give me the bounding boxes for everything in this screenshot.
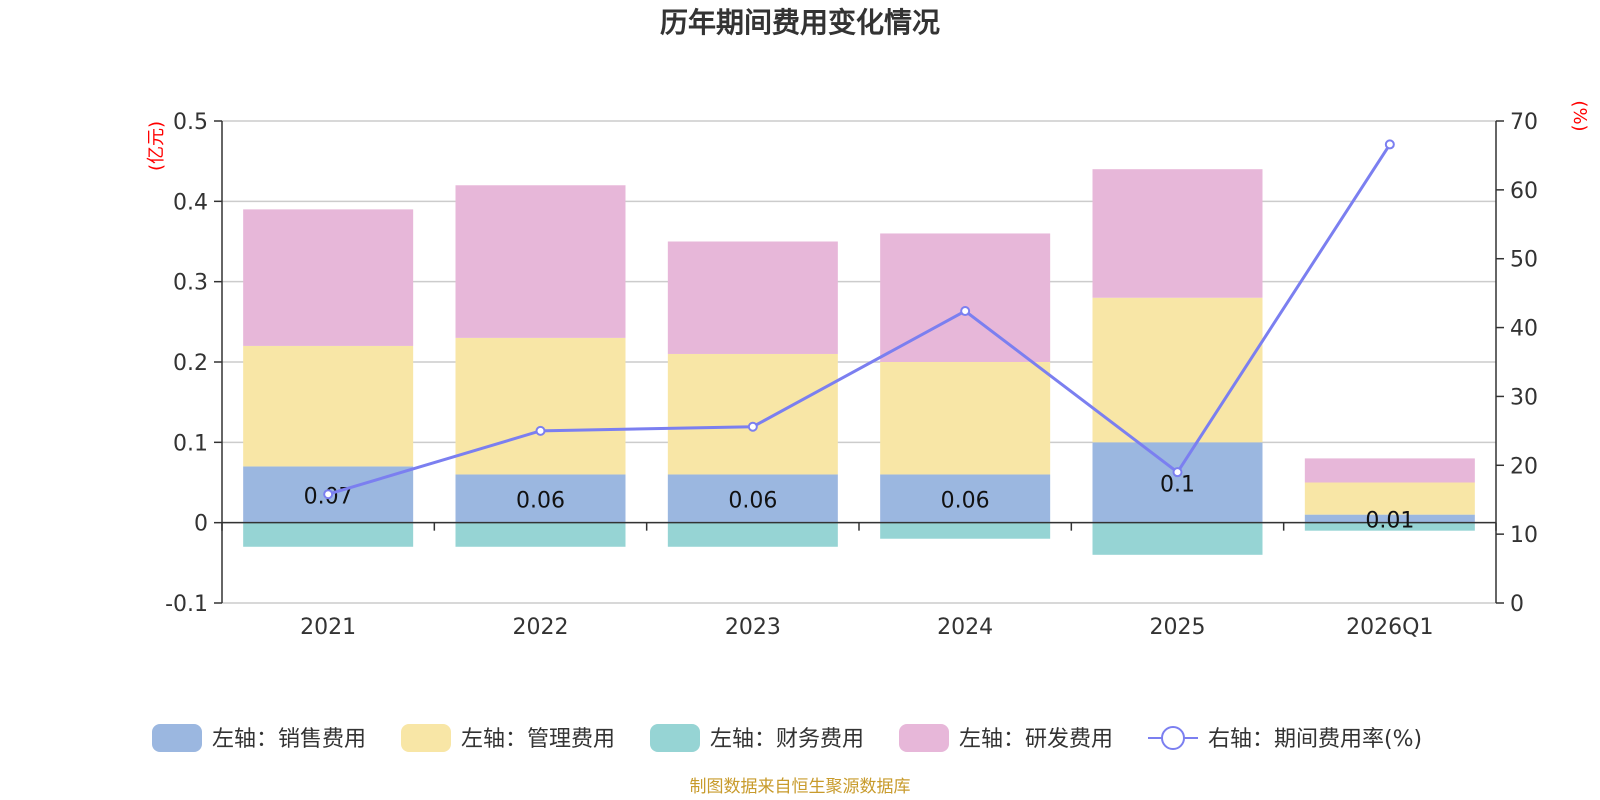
bar-segment (455, 337, 626, 475)
bar-segment (667, 522, 838, 547)
right-axis-tick-label: 10 (1510, 523, 1538, 548)
bar-segment (1092, 169, 1263, 298)
left-axis-tick-label: 0.3 (173, 271, 208, 296)
left-axis-tick-label: 0.2 (173, 351, 208, 376)
chart-title: 历年期间费用变化情况 (660, 6, 940, 39)
rate-line-point (747, 421, 758, 432)
bar-segment (1092, 522, 1263, 555)
right-axis-tick-label: 70 (1510, 110, 1538, 135)
rate-line-point (1384, 139, 1395, 150)
left-axis-tick-label: 0 (194, 512, 208, 537)
left-axis-tick-label: 0.4 (173, 190, 208, 215)
legend-label: 左轴：管理费用 (461, 727, 615, 752)
right-axis-tick-label: 50 (1510, 248, 1538, 273)
bar-data-label: 0.06 (941, 489, 990, 514)
legend-line-marker (1161, 726, 1185, 750)
bar-segment (880, 474, 1051, 523)
left-axis-tick-label: -0.1 (165, 592, 208, 617)
legend-swatch (899, 724, 949, 752)
bar-segment (455, 522, 626, 547)
left-axis-tick-label: 0.5 (173, 110, 208, 135)
bar-segment (1304, 458, 1475, 483)
legend-label: 左轴：研发费用 (959, 727, 1113, 752)
rate-line-point (1172, 467, 1183, 478)
legend-label: 左轴：销售费用 (212, 727, 366, 752)
bar-segment (455, 474, 626, 523)
rate-line-point (960, 306, 971, 317)
bars (243, 169, 1475, 555)
rate-line-point (323, 489, 334, 500)
legend: 左轴：销售费用 左轴：管理费用 左轴：财务费用 左轴：研发费用 右轴：期间费用率(%) (152, 724, 1422, 752)
bar-data-label: 0.01 (1365, 509, 1414, 534)
right-axis-tick-label: 30 (1510, 385, 1538, 410)
bar-segment (1304, 522, 1475, 531)
right-axis-tick-label: 0 (1510, 592, 1524, 617)
legend-swatch (401, 724, 451, 752)
rate-line-path (327, 143, 1392, 496)
bar-segment (1092, 442, 1263, 523)
rate-line-point (535, 425, 546, 436)
bar-data-label: 0.06 (516, 489, 565, 514)
bar-segment (1304, 514, 1475, 523)
bar-segment (667, 474, 838, 523)
legend-swatch (152, 724, 202, 752)
bar-segment (243, 209, 414, 346)
bar-segment (667, 241, 838, 354)
x-axis-tick-label: 2023 (725, 615, 781, 640)
bar-segment (455, 185, 626, 338)
right-axis-tick-label: 20 (1510, 454, 1538, 479)
x-axis-tick-label: 2025 (1150, 615, 1206, 640)
legend-swatch (650, 724, 700, 752)
right-axis-unit: (%) (1569, 100, 1590, 131)
bar-segment (1092, 297, 1263, 443)
right-axis-tick-label: 60 (1510, 179, 1538, 204)
legend-label: 左轴：财务费用 (710, 727, 864, 752)
right-axis-tick-label: 40 (1510, 317, 1538, 342)
bar-segment (1304, 482, 1475, 515)
legend-label: 右轴：期间费用率(%) (1208, 727, 1422, 752)
bar-segment (243, 345, 414, 467)
bar-data-label: 0.06 (728, 489, 777, 514)
bar-segment (243, 522, 414, 547)
axes: -0.1 0 0.1 0.2 0.3 0.4 0.5 0 10 20 30 40 50 60 70 2021 2… (165, 110, 1538, 640)
left-axis-tick-label: 0.1 (173, 431, 208, 456)
rate-line (323, 139, 1395, 500)
left-axis-unit: (亿元) (146, 121, 167, 171)
bar-segment (667, 353, 838, 475)
x-axis-tick-label: 2021 (300, 615, 356, 640)
bar-segment (880, 522, 1051, 539)
source-note: 制图数据来自恒生聚源数据库 (690, 777, 911, 797)
x-axis-tick-label: 2022 (513, 615, 569, 640)
bar-segment (880, 362, 1051, 475)
x-axis-tick-label: 2026Q1 (1346, 615, 1433, 640)
x-axis-tick-label: 2024 (937, 615, 993, 640)
